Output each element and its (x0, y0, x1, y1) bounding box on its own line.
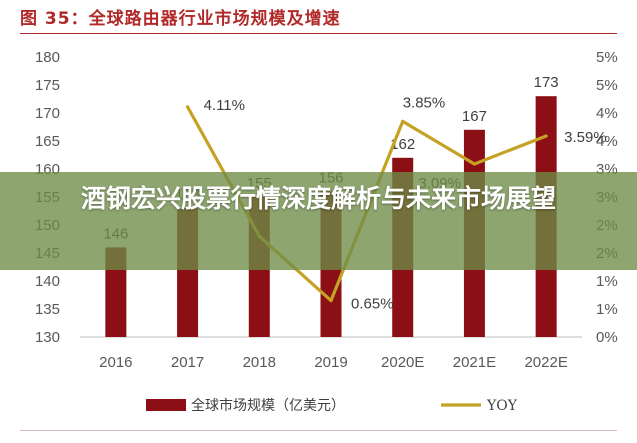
left-axis-tick-label: 180 (35, 49, 60, 66)
x-axis-tick-label: 2017 (171, 354, 204, 371)
bar-value-label: 167 (462, 108, 487, 125)
right-axis-tick-label: 1% (596, 273, 618, 290)
x-axis-tick-label: 2019 (314, 354, 347, 371)
right-axis-tick-label: 1% (596, 301, 618, 318)
bar-value-label: 173 (534, 74, 559, 91)
left-axis-tick-label: 165 (35, 133, 60, 150)
title-rule (20, 33, 617, 34)
yoy-point (329, 299, 333, 303)
left-axis-tick-label: 140 (35, 273, 60, 290)
right-axis-tick-label: 0% (596, 329, 618, 346)
left-axis-tick-label: 170 (35, 105, 60, 122)
legend-bar-swatch (146, 399, 186, 411)
right-axis-tick-label: 4% (596, 105, 618, 122)
yoy-point (544, 134, 548, 138)
figure-title-row: 图 35：全球路由器行业市场规模及增速 (0, 0, 637, 34)
x-axis-tick-label: 2022E (524, 354, 567, 371)
yoy-value-label: 3.85% (403, 94, 446, 111)
x-axis-tick-label: 2021E (453, 354, 496, 371)
right-axis-tick-label: 5% (596, 77, 618, 94)
right-axis-tick-label: 5% (596, 49, 618, 66)
figure-title: 图 35：全球路由器行业市场规模及增速 (20, 9, 341, 29)
left-axis-tick-label: 135 (35, 301, 60, 318)
x-axis-tick-label: 2016 (99, 354, 132, 371)
right-axis-tick-label: 4% (596, 133, 618, 150)
x-axis-tick-label: 2018 (243, 354, 276, 371)
yoy-value-label: 3.59% (564, 129, 607, 146)
bottom-rule (20, 430, 617, 431)
legend-line-label: YOY (486, 398, 518, 414)
yoy-point (185, 105, 190, 109)
left-axis-tick-label: 175 (35, 77, 60, 94)
yoy-value-label: 4.11% (204, 97, 245, 114)
legend-bar-label: 全球市场规模（亿美元） (191, 397, 345, 414)
yoy-value-label: 0.65% (351, 296, 394, 313)
overlay-banner (0, 172, 637, 270)
overlay-headline: 酒钢宏兴股票行情深度解析与未来市场展望 (80, 184, 556, 213)
x-axis-tick-label: 2020E (381, 354, 424, 371)
yoy-point (472, 162, 477, 166)
left-axis-tick-label: 130 (35, 329, 60, 346)
yoy-point (401, 119, 405, 123)
